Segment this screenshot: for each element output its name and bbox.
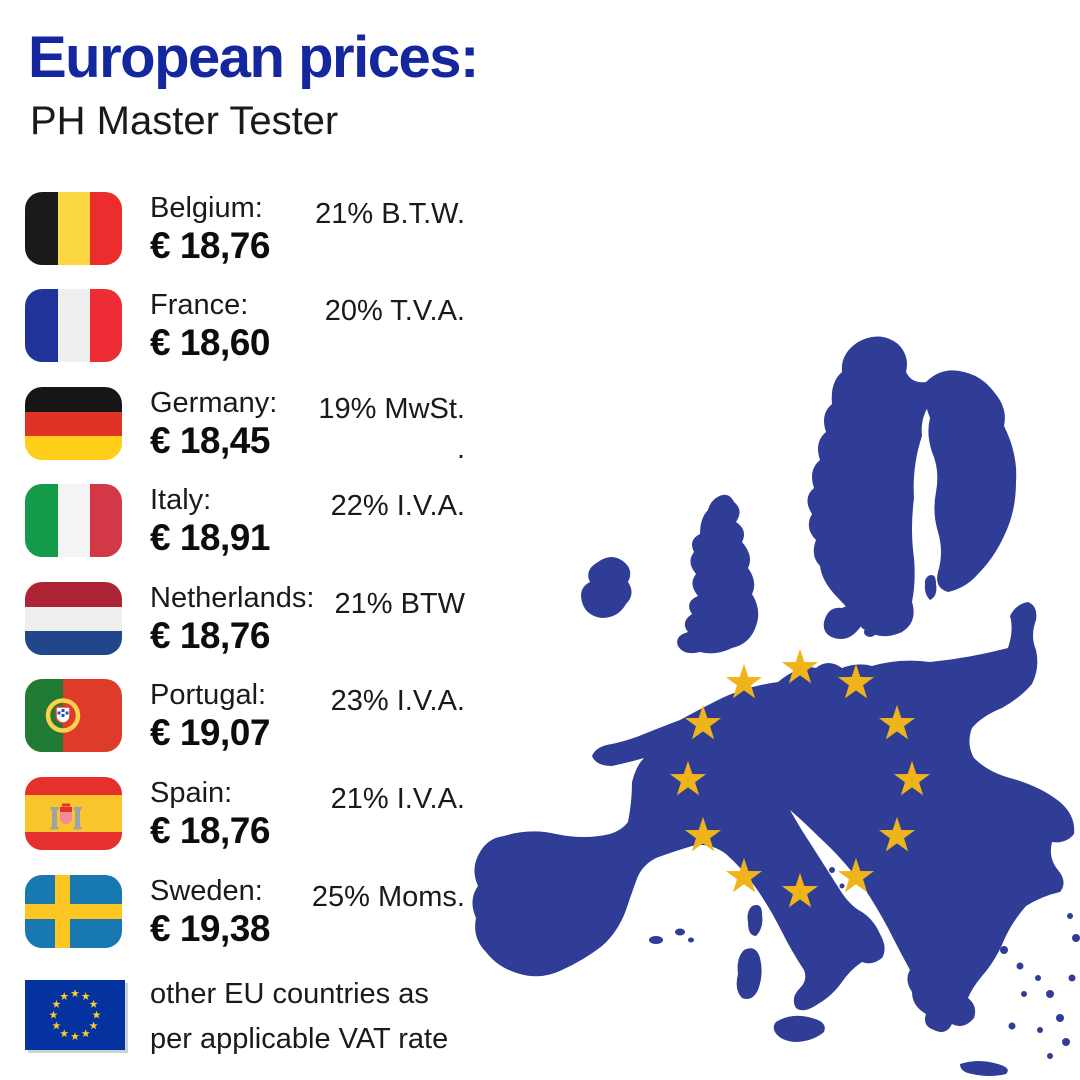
country-label: Portugal: — [150, 679, 267, 711]
germany-flag-icon — [25, 387, 122, 460]
price-value: € 18,76 — [150, 810, 270, 851]
pt-flag-icon — [25, 679, 122, 752]
se-flag-icon — [25, 875, 122, 948]
vat-rate-label: 25% Moms. — [311, 881, 465, 913]
europe-map-graphic — [472, 336, 1080, 1076]
vat-rate-label: 19% MwSt.. — [318, 393, 465, 465]
belgium-flag-icon — [25, 192, 122, 265]
vat-rate-label: 21% B.T.W. — [315, 198, 465, 230]
eu-flag-icon — [25, 980, 125, 1050]
france-flag-icon — [25, 289, 122, 362]
vat-rate-label: 23% I.V.A. — [330, 685, 465, 717]
vat-rate-label: 21% BTW — [334, 588, 465, 620]
nl-flag-icon — [25, 582, 122, 655]
country-label: Netherlands: — [150, 582, 315, 614]
sweden-flag-icon — [25, 875, 122, 948]
price-row: Portugal: € 19,07 23% I.V.A. — [25, 679, 470, 759]
it-flag-icon — [25, 484, 122, 557]
price-row: Netherlands: € 18,76 21% BTW — [25, 582, 470, 662]
country-label: France: — [150, 289, 249, 321]
price-value: € 18,76 — [150, 225, 270, 266]
fr-flag-icon — [25, 289, 122, 362]
price-row: Germany: € 18,45 19% MwSt.. — [25, 387, 470, 467]
country-label: Germany: — [150, 387, 278, 419]
price-row: Belgium: € 18,76 21% B.T.W. — [25, 192, 470, 272]
page-subtitle: PH Master Tester — [30, 99, 339, 143]
page-title: European prices: — [28, 25, 479, 90]
price-value: € 18,76 — [150, 615, 270, 656]
price-row: Sweden: € 19,38 25% Moms. — [25, 875, 470, 955]
price-row: Spain: € 18,76 21% I.V.A. — [25, 777, 470, 857]
price-value: € 19,07 — [150, 712, 270, 753]
vat-rate-label: 21% I.V.A. — [330, 783, 465, 815]
europe-map — [460, 330, 1080, 1080]
vat-rate-label: 22% I.V.A. — [330, 490, 465, 522]
price-value: € 18,45 — [150, 420, 270, 461]
footer-note-row: other EU countries as per applicable VAT… — [25, 978, 485, 1078]
country-label: Sweden: — [150, 875, 263, 907]
price-row: France: € 18,60 20% T.V.A. — [25, 289, 470, 369]
spain-flag-icon — [25, 777, 122, 850]
price-value: € 18,60 — [150, 322, 270, 363]
eu-flag-icon — [25, 980, 125, 1050]
country-label: Spain: — [150, 777, 233, 809]
country-label: Italy: — [150, 484, 212, 516]
country-label: Belgium: — [150, 192, 263, 224]
netherlands-flag-icon — [25, 582, 122, 655]
price-row: Italy: € 18,91 22% I.V.A. — [25, 484, 470, 564]
footer-note: other EU countries as per applicable VAT… — [150, 978, 449, 1055]
be-flag-icon — [25, 192, 122, 265]
es-flag-icon — [25, 777, 122, 850]
price-value: € 19,38 — [150, 908, 270, 949]
vat-rate-label: 20% T.V.A. — [324, 295, 465, 327]
price-value: € 18,91 — [150, 517, 270, 558]
de-flag-icon — [25, 387, 122, 460]
portugal-flag-icon — [25, 679, 122, 752]
italy-flag-icon — [25, 484, 122, 557]
